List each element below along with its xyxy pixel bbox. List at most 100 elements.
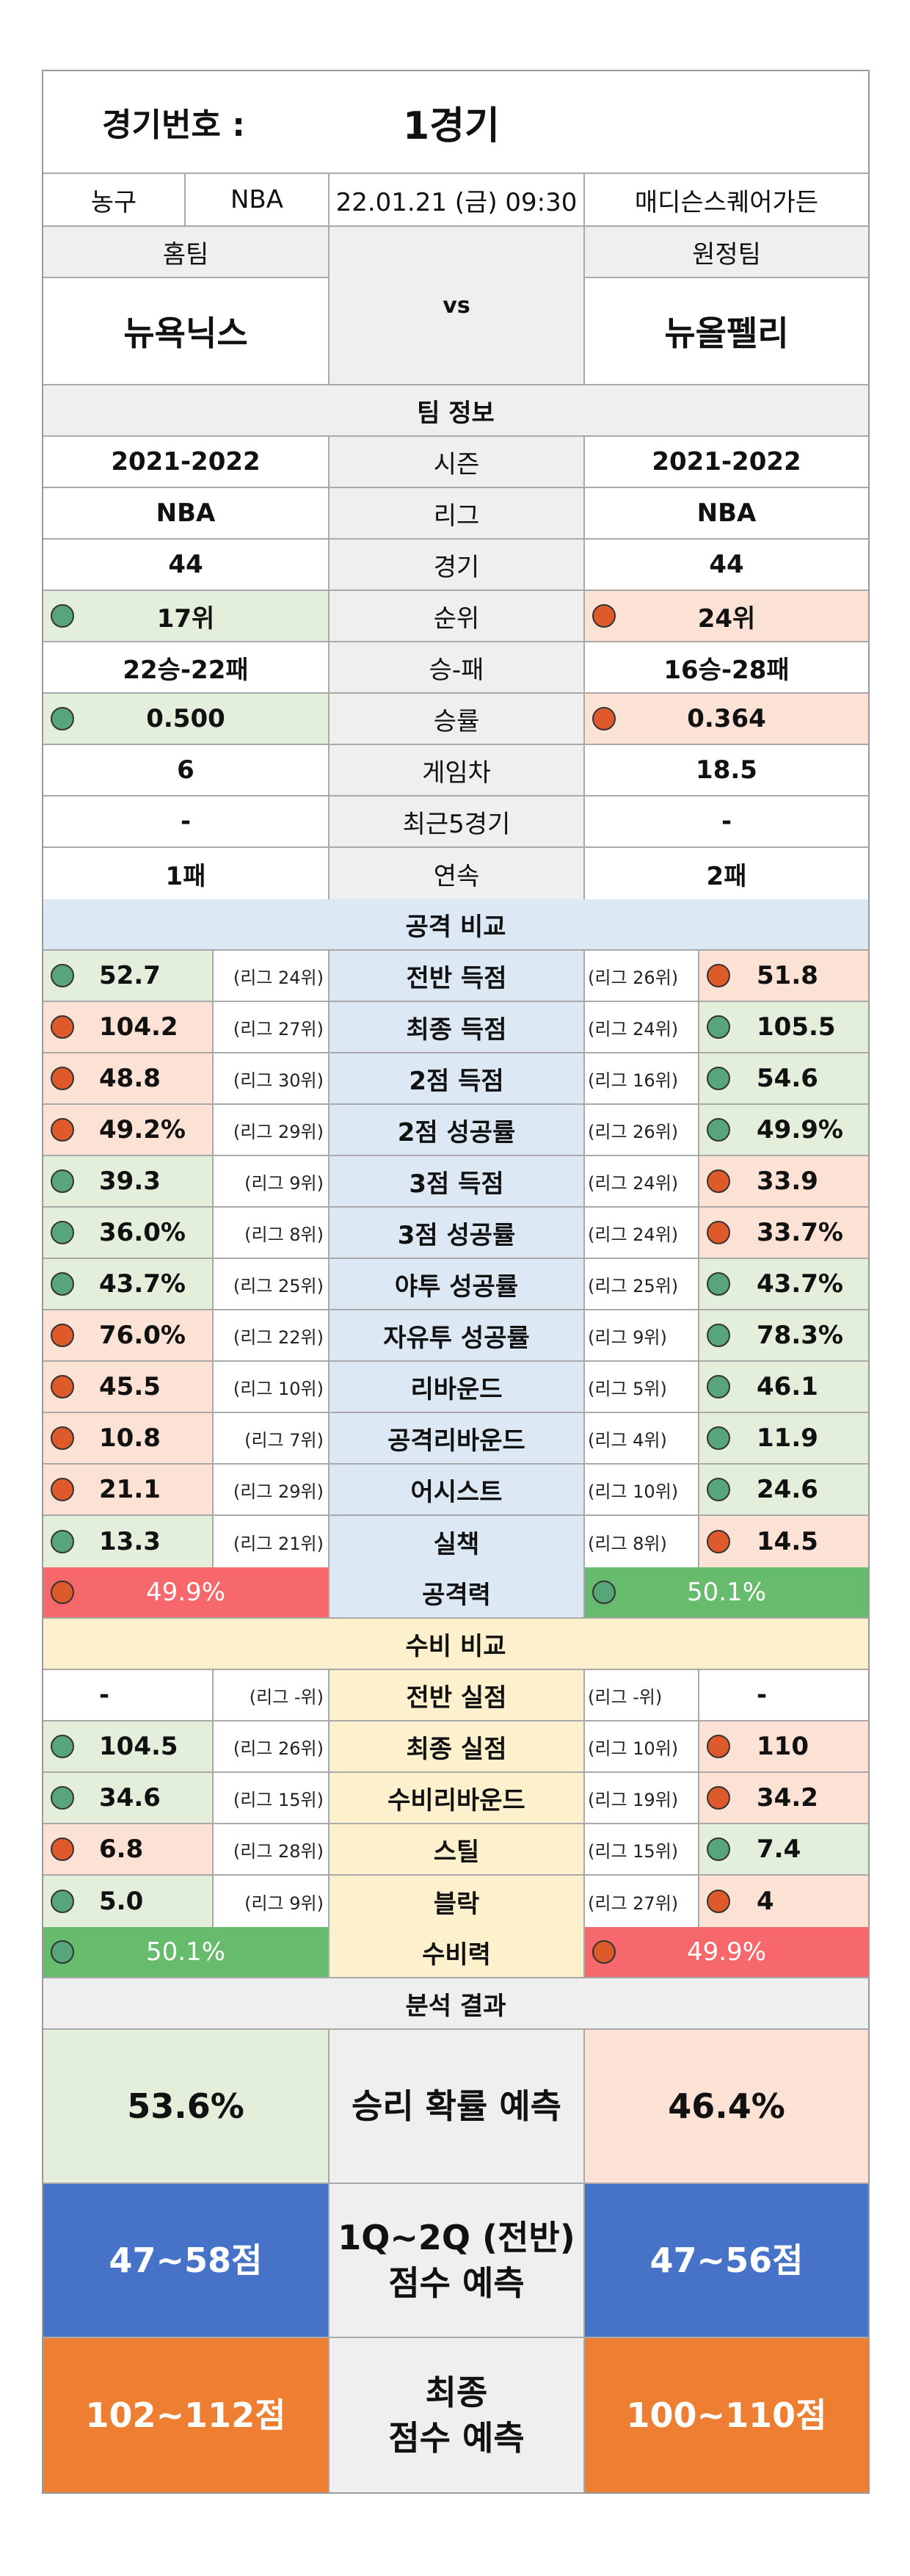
attack-away-text: 11.9 (757, 1423, 818, 1453)
attack-home-rank-text: (리그 24위) (233, 967, 324, 988)
team-info-label-text: 최근5경기 (402, 809, 511, 839)
attack-home-text: 43.7% (99, 1269, 186, 1299)
team-info-label: 경기 (330, 540, 585, 589)
team-info-label-text: 게임차 (422, 758, 491, 788)
attack-home-text: 49.2% (99, 1115, 186, 1144)
attack-home-rank: (리그 30위) (214, 1053, 330, 1103)
attack-home-rank-text: (리그 29위) (233, 1481, 324, 1502)
attack-away-rank-text: (리그 16위) (588, 1070, 679, 1091)
attack-away-rank-text: (리그 25위) (588, 1275, 679, 1296)
attack-away-value: 46.1 (699, 1362, 868, 1412)
attack-row: 10.8 (리그 7위) 공격리바운드 (리그 4위) 11.9 (43, 1413, 868, 1465)
status-dot-icon (51, 1272, 74, 1296)
attack-home-text: 104.2 (99, 1012, 178, 1042)
status-dot-icon (51, 1890, 74, 1913)
attack-away-text: 33.7% (757, 1218, 843, 1247)
attack-row: 21.1 (리그 29위) 어시스트 (리그 10위) 24.6 (43, 1465, 868, 1516)
team-info-label-text: 경기 (433, 552, 480, 582)
venue: 매디슨스퀘어가든 (634, 187, 819, 217)
defense-label: 전반 실점 (330, 1670, 585, 1720)
attack-home-value: 104.2 (43, 1002, 214, 1052)
defense-label: 수비리바운드 (330, 1773, 585, 1823)
attack-home-text: 45.5 (99, 1372, 161, 1401)
attack-power-home-value: 49.9% (145, 1578, 225, 1607)
defense-home-value: 5.0 (43, 1876, 214, 1927)
status-dot-icon (51, 1426, 74, 1450)
attack-away-rank-text: (리그 10위) (588, 1481, 679, 1502)
attack-home-rank-text: (리그 30위) (233, 1070, 324, 1091)
team-info-away-value: 44 (585, 540, 868, 589)
match-datetime: 22.01.21 (금) 09:30 (330, 174, 585, 225)
attack-away-value: 49.9% (699, 1105, 868, 1155)
team-info-home-text: 2021-2022 (111, 447, 261, 476)
team-info-label: 승-패 (330, 642, 585, 692)
attack-row: 43.7% (리그 25위) 야투 성공률 (리그 25위) 43.7% (43, 1259, 868, 1310)
team-info-away-text: 2021-2022 (652, 447, 801, 476)
attack-label-text: 어시스트 (410, 1477, 503, 1507)
team-info-away-text: 2패 (706, 861, 747, 891)
team-info-row: 17위 순위 24위 (43, 591, 868, 642)
attack-away-text: 24.6 (757, 1475, 818, 1504)
attack-home-rank: (리그 10위) (214, 1362, 330, 1412)
attack-away-value: 11.9 (699, 1413, 868, 1463)
status-dot-icon (51, 1015, 74, 1039)
defense-away-value: 4 (699, 1876, 868, 1927)
team-info-label: 연속 (330, 848, 585, 899)
attack-home-value: 49.2% (43, 1105, 214, 1155)
attack-power-label-text: 공격력 (422, 1580, 491, 1610)
home-final-score: 102~112점 (43, 2338, 330, 2492)
attack-power-row: 49.9% 공격력 50.1% (43, 1567, 868, 1619)
attack-away-text: 54.6 (757, 1064, 818, 1093)
home-half-score: 47~58점 (43, 2184, 330, 2337)
attack-label-text: 실책 (433, 1529, 480, 1559)
match-title-row: 경기번호 : 1경기 (43, 71, 868, 174)
attack-home-value: 36.0% (43, 1208, 214, 1258)
team-info-away-text: 16승-28패 (663, 655, 790, 685)
attack-away-value: 33.9 (699, 1156, 868, 1206)
attack-away-text: 33.9 (757, 1167, 818, 1196)
attack-home-rank-text: (리그 9위) (244, 1172, 324, 1194)
team-info-label: 승률 (330, 694, 585, 744)
defense-away-rank: (리그 19위) (585, 1773, 699, 1823)
team-info-label: 게임차 (330, 745, 585, 795)
vs-label: vs (330, 227, 585, 384)
defense-home-rank-text: (리그 -위) (249, 1686, 324, 1708)
attack-label: 리바운드 (330, 1362, 585, 1412)
status-dot-icon (707, 1530, 730, 1553)
half-score-label: 1Q~2Q (전반) 점수 예측 (330, 2184, 585, 2337)
attack-home-rank: (리그 25위) (214, 1259, 330, 1309)
defense-home-text: 5.0 (99, 1887, 144, 1916)
defense-label: 최종 실점 (330, 1721, 585, 1771)
defense-label-text: 스틸 (433, 1837, 480, 1867)
attack-away-text: 105.5 (757, 1012, 836, 1042)
status-dot-icon (51, 1169, 74, 1193)
attack-away-rank: (리그 26위) (585, 1105, 699, 1155)
attack-away-rank: (리그 8위) (585, 1516, 699, 1567)
status-dot-icon (592, 707, 616, 730)
attack-power-away-value: 50.1% (686, 1578, 766, 1607)
status-dot-icon (707, 1478, 730, 1501)
status-dot-icon (51, 964, 74, 987)
attack-row: 39.3 (리그 9위) 3점 득점 (리그 24위) 33.9 (43, 1156, 868, 1208)
defense-away-rank-text: (리그 -위) (588, 1686, 663, 1708)
defense-rows: - (리그 -위) 전반 실점 (리그 -위) - 104.5 (리그 26위) 최종 실점 (… (43, 1670, 868, 1927)
team-info-away-value: 2패 (585, 848, 868, 899)
attack-label: 자유투 성공률 (330, 1310, 585, 1360)
status-dot-icon (51, 1324, 74, 1347)
defense-home-value: 6.8 (43, 1824, 214, 1874)
status-dot-icon (707, 1786, 730, 1810)
attack-home-text: 36.0% (99, 1218, 186, 1247)
status-dot-icon (707, 1118, 730, 1142)
attack-power-away: 50.1% (585, 1567, 868, 1617)
attack-away-text: 78.3% (757, 1321, 843, 1350)
attack-label: 어시스트 (330, 1465, 585, 1514)
defense-row: 6.8 (리그 28위) 스틸 (리그 15위) 7.4 (43, 1824, 868, 1876)
defense-away-rank-text: (리그 19위) (588, 1789, 679, 1810)
attack-away-rank: (리그 24위) (585, 1208, 699, 1258)
attack-away-rank: (리그 24위) (585, 1156, 699, 1206)
attack-home-value: 76.0% (43, 1310, 214, 1360)
attack-label-text: 전반 득점 (406, 963, 507, 993)
status-dot-icon (51, 1530, 74, 1553)
attack-away-rank: (리그 16위) (585, 1053, 699, 1103)
defense-title: 수비 비교 (405, 1631, 506, 1661)
